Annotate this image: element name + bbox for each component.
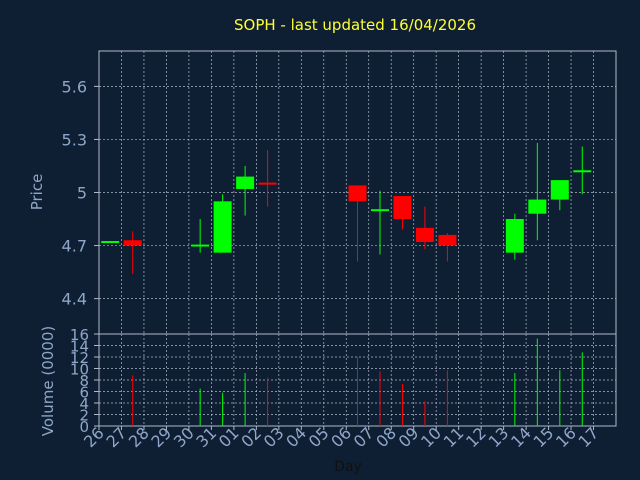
- candle-body: [258, 182, 277, 185]
- candle-body: [191, 244, 210, 247]
- candle: [505, 213, 524, 260]
- volume-tick-label: 14: [70, 338, 89, 356]
- volume-tick-label: 8: [79, 372, 89, 390]
- candle: [101, 241, 120, 244]
- candle: [213, 194, 232, 253]
- candle-body: [528, 199, 547, 214]
- volume-tick-label: 4: [79, 395, 89, 413]
- candle-body: [573, 170, 592, 173]
- candle: [393, 196, 412, 230]
- volume-axis-label: Volume (0000): [39, 326, 57, 436]
- price-y-ticks: 4.4 4.7 5 5.3 5.6: [62, 77, 99, 309]
- candle-body: [550, 180, 569, 200]
- price-tick-label: 5: [77, 184, 87, 203]
- price-tick-label: 4.4: [62, 290, 87, 309]
- candle-body: [370, 209, 389, 212]
- volume-tick-label: 16: [70, 326, 89, 344]
- candles: [101, 142, 592, 274]
- candle: [258, 150, 277, 207]
- volume-tick-label: 6: [79, 384, 89, 402]
- price-axis-label: Price: [28, 174, 46, 211]
- volume-tick-label: 10: [70, 361, 89, 379]
- x-tick-labels: 2627282930310102030405060708091011121314…: [80, 423, 602, 451]
- price-grid: [99, 51, 616, 334]
- volume-grid: [99, 334, 616, 426]
- candle: [573, 146, 592, 195]
- candle: [191, 219, 210, 253]
- candle: [528, 142, 547, 241]
- candle-body: [415, 227, 434, 243]
- chart-title: SOPH - last updated 16/04/2026: [234, 16, 476, 34]
- x-axis-label: Day: [334, 459, 362, 475]
- candle: [370, 190, 389, 255]
- price-tick-label: 5.3: [62, 130, 87, 149]
- volume-tick-label: 12: [70, 349, 89, 367]
- candle: [550, 180, 569, 211]
- candle-body: [438, 234, 457, 246]
- candle-body: [393, 196, 412, 220]
- price-tick-label: 5.6: [62, 77, 87, 96]
- candle: [123, 231, 142, 274]
- candle-body: [348, 185, 367, 202]
- candle: [438, 233, 457, 262]
- candle: [236, 165, 255, 216]
- candle-body: [213, 201, 232, 253]
- volume-tick-label: 2: [79, 407, 89, 425]
- candle-body: [123, 240, 142, 246]
- candle-body: [505, 219, 524, 253]
- volume-bars: [132, 338, 583, 426]
- candle-body: [101, 241, 120, 244]
- price-tick-label: 4.7: [62, 237, 87, 256]
- candle: [348, 185, 367, 262]
- candle-body: [236, 176, 255, 189]
- candle: [415, 206, 434, 250]
- volume-tick-label: 0: [79, 418, 89, 436]
